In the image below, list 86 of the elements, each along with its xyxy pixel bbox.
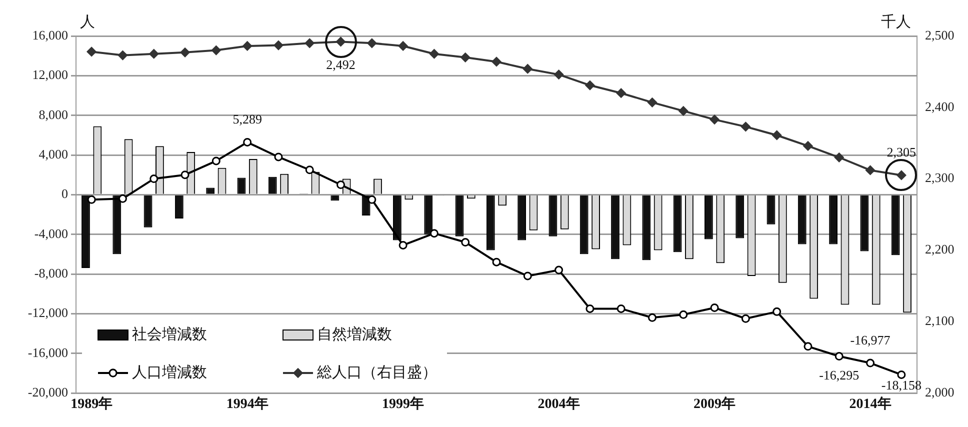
point — [554, 266, 564, 274]
point — [243, 138, 252, 146]
point — [803, 141, 813, 151]
y-tick-label: 0 — [62, 186, 68, 202]
legend-label: 人口増減数 — [132, 364, 207, 381]
point — [772, 307, 782, 316]
point — [834, 152, 844, 162]
y-tick-label: -8,000 — [34, 265, 68, 280]
point — [616, 88, 626, 98]
point — [710, 114, 720, 124]
point — [367, 38, 377, 48]
x-tick-label: 1999年 — [382, 396, 424, 412]
y2-tick-label: 2,000 — [925, 384, 954, 400]
point — [678, 106, 688, 116]
point — [834, 352, 844, 361]
point — [866, 165, 876, 175]
y-tick-label: 12,000 — [32, 67, 68, 82]
point — [274, 152, 283, 162]
point — [492, 258, 501, 266]
point — [648, 313, 656, 322]
y-tick-label: 16,000 — [32, 27, 68, 42]
data-label: -16,977 — [850, 332, 891, 348]
point — [647, 98, 657, 108]
point — [679, 310, 688, 319]
x-tick-label: 1989年 — [70, 396, 113, 412]
point — [616, 304, 626, 313]
point — [897, 370, 906, 379]
point — [304, 38, 314, 48]
point — [741, 314, 750, 323]
point — [305, 166, 314, 174]
point — [398, 41, 408, 51]
point — [461, 238, 470, 247]
y2-tick-label: 2,200 — [925, 242, 954, 257]
point — [118, 194, 127, 203]
y-tick-label: -20,000 — [28, 384, 68, 400]
point — [740, 122, 750, 132]
point — [429, 49, 439, 59]
y2-tick-label: 2,500 — [925, 27, 954, 42]
point — [523, 272, 532, 280]
y2-tick-label: 2,100 — [925, 313, 954, 328]
y2-tick-label: 2,400 — [925, 98, 954, 114]
legend-label: 総人口（右目盛） — [316, 364, 437, 381]
point — [149, 49, 159, 59]
x-tick-label: 2009年 — [694, 396, 736, 412]
point — [86, 46, 96, 56]
y-tick-label: -16,000 — [28, 344, 68, 360]
point — [87, 195, 96, 204]
data-label: -16,295 — [819, 368, 860, 383]
point — [211, 46, 221, 56]
point — [522, 64, 532, 74]
x-tick-label: 1994年 — [226, 396, 268, 412]
point — [460, 52, 470, 62]
point — [398, 240, 408, 250]
data-label: 2,492 — [326, 57, 356, 72]
point — [586, 304, 594, 313]
point — [150, 174, 158, 184]
point — [772, 130, 782, 140]
point — [492, 56, 502, 66]
point — [118, 50, 128, 60]
y2-axis-title: 千人 — [881, 13, 911, 30]
point — [368, 195, 376, 204]
point — [585, 80, 595, 90]
point — [554, 70, 564, 80]
data-label: 5,289 — [232, 112, 262, 127]
y-tick-label: 4,000 — [38, 146, 68, 162]
point — [804, 342, 812, 351]
point — [274, 40, 284, 50]
y-tick-label: 8,000 — [38, 106, 68, 122]
x-tick-label: 2014年 — [849, 396, 892, 412]
data-label: -18,158 — [881, 377, 922, 392]
y-tick-label: -12,000 — [28, 305, 68, 320]
point — [242, 41, 252, 51]
y2-tick-label: 2,300 — [925, 170, 954, 186]
point — [180, 170, 190, 180]
point — [212, 156, 220, 166]
legend-label: 自然増減数 — [317, 326, 392, 343]
point — [430, 229, 438, 238]
legend-label: 社会増減数 — [132, 326, 207, 343]
y-axis-title: 人 — [80, 14, 95, 30]
point — [710, 303, 719, 312]
point — [336, 180, 346, 189]
x-tick-label: 2004年 — [538, 396, 580, 412]
y-tick-label: -4,000 — [34, 226, 68, 241]
point — [866, 358, 875, 368]
data-label: 2,305 — [886, 144, 916, 160]
point — [180, 48, 190, 58]
